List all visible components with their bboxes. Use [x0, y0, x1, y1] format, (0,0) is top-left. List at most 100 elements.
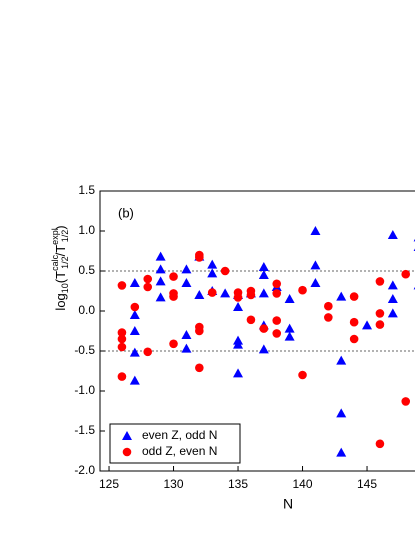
- data-point: [259, 324, 269, 333]
- legend-label: odd Z, even N: [142, 444, 217, 458]
- data-point: [284, 294, 295, 303]
- y-label-part: log: [53, 293, 68, 310]
- data-point: [258, 270, 269, 279]
- data-point: [207, 268, 218, 278]
- data-point: [155, 292, 166, 302]
- data-point: [220, 288, 231, 298]
- data-point: [298, 285, 307, 295]
- data-point: [195, 363, 204, 373]
- data-point: [129, 278, 140, 287]
- data-point: [129, 326, 140, 335]
- data-point: [401, 397, 411, 406]
- data-point: [233, 302, 244, 311]
- data-point: [207, 288, 217, 297]
- data-point: [349, 334, 359, 344]
- data-point: [207, 259, 218, 269]
- data-point: [336, 355, 347, 365]
- data-point: [310, 278, 321, 287]
- x-tick-label: 130: [164, 477, 184, 491]
- data-point: [349, 292, 359, 301]
- x-tick-label: 125: [99, 477, 119, 491]
- data-point: [324, 301, 333, 311]
- y-label-part: ): [53, 225, 68, 229]
- data-point: [155, 251, 166, 261]
- data-point: [155, 264, 166, 274]
- data-point: [155, 276, 166, 286]
- data-point: [258, 344, 269, 354]
- data-point: [387, 280, 398, 290]
- y-tick-label: -1.5: [74, 423, 95, 437]
- data-point: [195, 326, 204, 336]
- data-point: [129, 310, 140, 319]
- legend-marker: [122, 431, 132, 440]
- data-point: [181, 330, 192, 339]
- y-tick-label: 0.5: [78, 263, 95, 277]
- data-point: [298, 370, 307, 380]
- data-point: [336, 447, 347, 457]
- data-point: [233, 293, 243, 302]
- y-tick-label: 1.0: [78, 223, 95, 237]
- x-axis-label: N: [283, 496, 293, 512]
- data-point: [375, 277, 385, 286]
- data-point: [181, 264, 192, 274]
- annotation: (b): [118, 205, 134, 220]
- data-point: [324, 313, 333, 322]
- legend-box: [109, 423, 241, 464]
- y-label-part: 10: [60, 283, 70, 293]
- data-point: [336, 408, 347, 418]
- y-label-part: 1/2: [60, 230, 70, 243]
- data-point: [169, 339, 178, 349]
- data-point: [181, 343, 192, 353]
- legend-label: even Z, odd N: [142, 428, 217, 442]
- data-point: [272, 316, 282, 325]
- data-point: [258, 288, 269, 298]
- x-tick-label: 135: [228, 477, 248, 491]
- data-point: [284, 323, 295, 333]
- data-point: [169, 272, 178, 281]
- data-point: [336, 291, 347, 301]
- y-tick-label: -0.5: [74, 343, 95, 357]
- y-tick-label: 0.0: [78, 303, 95, 317]
- y-tick-label: -2.0: [74, 463, 95, 477]
- data-point: [129, 347, 140, 357]
- data-point: [143, 274, 153, 284]
- data-point: [387, 308, 398, 318]
- y-axis-label: log10(Tcalc1/2/Texpl1/2): [50, 225, 70, 310]
- data-point: [272, 289, 282, 298]
- data-point: [117, 328, 127, 337]
- data-point: [130, 302, 140, 312]
- data-point: [284, 331, 295, 341]
- data-point: [220, 266, 230, 276]
- data-point: [181, 278, 192, 287]
- data-point: [310, 226, 321, 235]
- x-tick-label: 145: [357, 477, 377, 491]
- data-point: [233, 339, 244, 349]
- data-point: [246, 315, 256, 325]
- data-point: [117, 334, 127, 344]
- data-point: [272, 279, 282, 289]
- data-point: [233, 368, 244, 378]
- y-tick-label: -1.0: [74, 383, 95, 397]
- y-label-part: 1/2: [60, 256, 70, 269]
- data-point: [310, 260, 321, 270]
- data-point: [143, 282, 153, 292]
- data-point: [195, 253, 204, 262]
- data-point: [246, 290, 256, 300]
- data-point: [362, 320, 373, 330]
- data-point: [143, 347, 153, 357]
- data-point: [375, 320, 385, 329]
- data-point: [194, 290, 205, 299]
- data-point: [387, 294, 398, 303]
- data-point: [129, 375, 140, 385]
- y-label-part: calc: [50, 254, 60, 271]
- data-point: [258, 262, 269, 271]
- data-point: [349, 317, 359, 327]
- data-point: [272, 329, 282, 338]
- legend-marker: [122, 447, 132, 457]
- x-tick-label: 140: [293, 477, 313, 491]
- plot-frame: [99, 190, 415, 472]
- data-point: [117, 281, 127, 290]
- data-point: [117, 342, 127, 352]
- data-point: [401, 269, 411, 279]
